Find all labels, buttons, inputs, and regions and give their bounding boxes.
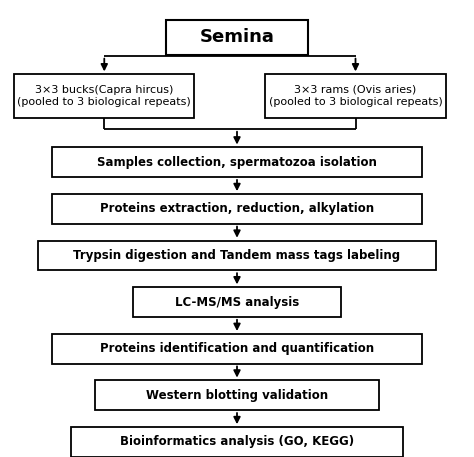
Text: 3×3 rams (Ovis aries)
(pooled to 3 biological repeats): 3×3 rams (Ovis aries) (pooled to 3 biolo… xyxy=(269,85,442,107)
Text: Bioinformatics analysis (GO, KEGG): Bioinformatics analysis (GO, KEGG) xyxy=(120,436,354,448)
FancyBboxPatch shape xyxy=(38,240,436,271)
FancyBboxPatch shape xyxy=(95,380,379,410)
Text: Trypsin digestion and Tandem mass tags labeling: Trypsin digestion and Tandem mass tags l… xyxy=(73,249,401,262)
FancyBboxPatch shape xyxy=(14,74,194,117)
Text: Samples collection, spermatozoa isolation: Samples collection, spermatozoa isolatio… xyxy=(97,156,377,169)
Text: LC-MS/MS analysis: LC-MS/MS analysis xyxy=(175,296,299,308)
FancyBboxPatch shape xyxy=(166,20,308,54)
Text: Proteins identification and quantification: Proteins identification and quantificati… xyxy=(100,342,374,355)
Text: Semina: Semina xyxy=(200,28,274,47)
Text: Western blotting validation: Western blotting validation xyxy=(146,389,328,402)
FancyBboxPatch shape xyxy=(265,74,446,117)
FancyBboxPatch shape xyxy=(71,427,403,457)
FancyBboxPatch shape xyxy=(52,194,422,223)
FancyBboxPatch shape xyxy=(52,334,422,364)
FancyBboxPatch shape xyxy=(52,147,422,177)
Text: 3×3 bucks(Capra hircus)
(pooled to 3 biological repeats): 3×3 bucks(Capra hircus) (pooled to 3 bio… xyxy=(18,85,191,107)
FancyBboxPatch shape xyxy=(133,287,341,317)
Text: Proteins extraction, reduction, alkylation: Proteins extraction, reduction, alkylati… xyxy=(100,202,374,215)
